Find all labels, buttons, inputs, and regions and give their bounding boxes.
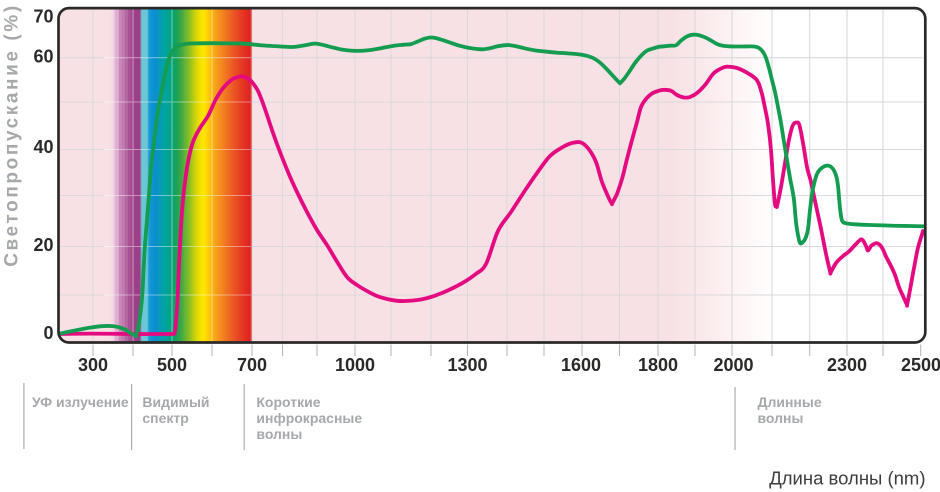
svg-text:0: 0 (43, 323, 53, 343)
svg-text:40: 40 (33, 137, 53, 157)
svg-text:2300: 2300 (827, 355, 867, 375)
svg-text:Длина волны (nm): Длина волны (nm) (769, 468, 925, 489)
svg-text:300: 300 (78, 355, 108, 375)
svg-text:20: 20 (33, 235, 53, 255)
svg-text:Видимый: Видимый (142, 394, 209, 410)
svg-text:1600: 1600 (561, 355, 601, 375)
svg-text:Короткие: Короткие (256, 394, 320, 410)
svg-text:1300: 1300 (447, 355, 487, 375)
svg-text:60: 60 (33, 47, 53, 67)
svg-text:500: 500 (157, 355, 187, 375)
svg-text:Светопропускание (%): Светопропускание (%) (2, 3, 23, 267)
svg-text:2000: 2000 (713, 355, 753, 375)
svg-text:1000: 1000 (335, 355, 375, 375)
svg-text:инфрокрасные: инфрокрасные (256, 410, 362, 426)
svg-text:УФ излучение: УФ излучение (32, 394, 129, 410)
svg-text:волны: волны (256, 426, 302, 442)
svg-text:волны: волны (758, 410, 804, 426)
svg-text:1800: 1800 (638, 355, 678, 375)
svg-text:2500: 2500 (901, 355, 940, 375)
svg-text:70: 70 (33, 7, 53, 27)
svg-text:Длинные: Длинные (758, 394, 822, 410)
svg-text:спектр: спектр (142, 410, 188, 426)
svg-text:700: 700 (237, 355, 267, 375)
